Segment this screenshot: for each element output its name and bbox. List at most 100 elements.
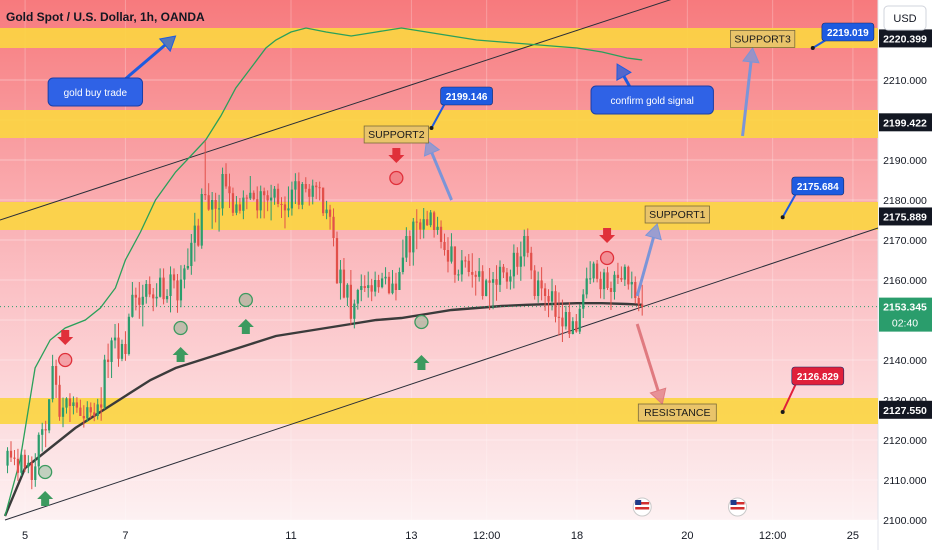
candle [550, 278, 554, 311]
us-flag-icon[interactable] [632, 497, 652, 517]
x-tick-label: 12:00 [473, 530, 501, 542]
candle [58, 375, 61, 421]
candle-body [176, 280, 179, 301]
callout-dot [780, 215, 785, 220]
zone-label: RESISTANCE [637, 403, 717, 422]
candle-body [488, 280, 491, 283]
candle-body [457, 274, 460, 276]
candle-body [498, 266, 502, 285]
candle [526, 228, 529, 258]
projection-arrow [423, 139, 453, 201]
candle [446, 237, 450, 273]
currency-button[interactable]: USD [883, 5, 927, 31]
arrow-head [423, 139, 441, 157]
signal-circle [238, 292, 253, 308]
candle [301, 182, 304, 210]
candle-body [321, 187, 325, 214]
candle [82, 405, 85, 428]
candle [554, 285, 557, 323]
candle [523, 229, 526, 267]
candle-body [547, 296, 550, 302]
candle [193, 212, 196, 262]
countdown-text: 02:40 [892, 318, 918, 330]
candle-body [263, 191, 266, 196]
candle [186, 248, 189, 270]
candle [415, 209, 418, 250]
candle [283, 196, 287, 229]
flag-stripe [635, 502, 650, 505]
callout-text: 2219.019 [827, 28, 869, 39]
candle-body [453, 246, 457, 275]
plot-background [0, 0, 878, 520]
x-tick-label: 25 [847, 530, 859, 542]
candle [432, 210, 436, 238]
currency-label[interactable]: USD [893, 13, 916, 25]
candle [165, 289, 169, 303]
buy-arrow-icon [413, 355, 430, 370]
moving-average-line [3, 302, 643, 517]
y-tick-label: 2170.000 [883, 235, 927, 247]
candle [630, 271, 633, 299]
price-level-label: 2127.550 [879, 400, 932, 419]
candle-body [6, 450, 9, 466]
currency-button-box[interactable] [883, 5, 927, 31]
candle-body [106, 359, 110, 362]
candle [377, 274, 380, 293]
candle-body [58, 384, 61, 417]
candle-body [342, 269, 346, 298]
candle [481, 265, 484, 300]
sell-arrow-icon [388, 148, 405, 163]
candle [356, 288, 359, 310]
price-level-label: 2199.422 [879, 113, 932, 132]
candle [304, 177, 307, 193]
buy-arrow-icon [172, 347, 189, 362]
candle [606, 266, 609, 290]
candle-body [238, 204, 242, 211]
candle [120, 339, 124, 362]
candle-body [557, 316, 561, 318]
candle-body [65, 398, 68, 408]
candle-body [249, 192, 252, 199]
candle-body [471, 272, 474, 275]
candle-body [131, 294, 134, 317]
candle-body [637, 298, 640, 305]
candle [616, 262, 620, 284]
candle-body [356, 290, 359, 304]
candle [568, 302, 571, 338]
candle [460, 250, 463, 282]
candle-body [297, 181, 300, 205]
candle-body [68, 398, 72, 406]
candle-body [20, 454, 23, 473]
candle [509, 269, 512, 290]
candle-body [117, 337, 120, 359]
candle-body [183, 268, 186, 280]
buy-arrow-icon [37, 491, 54, 506]
candle [547, 289, 550, 318]
callout-dot [780, 410, 785, 414]
candle-body [197, 225, 200, 246]
candle [519, 241, 522, 281]
projection-arrow [635, 323, 667, 405]
us-flag-icon[interactable] [728, 497, 748, 517]
candle-body [290, 189, 294, 209]
candle-body [526, 236, 529, 253]
candle-body [585, 278, 588, 295]
x-tick-label: 18 [571, 530, 583, 542]
candle-body [235, 204, 238, 213]
candle-body [613, 274, 616, 292]
candle-body [100, 404, 103, 408]
candle [259, 185, 262, 219]
candle [179, 265, 183, 308]
candle [349, 270, 352, 325]
candle [211, 192, 214, 229]
candle [75, 397, 79, 413]
candle [214, 192, 217, 223]
candle-body [294, 181, 297, 190]
signal-circle [389, 170, 404, 186]
candle-body [280, 204, 283, 205]
price-level-box [879, 113, 932, 132]
candle [467, 254, 470, 277]
candle [86, 401, 89, 422]
candle-body [533, 270, 536, 296]
candle [252, 190, 255, 201]
